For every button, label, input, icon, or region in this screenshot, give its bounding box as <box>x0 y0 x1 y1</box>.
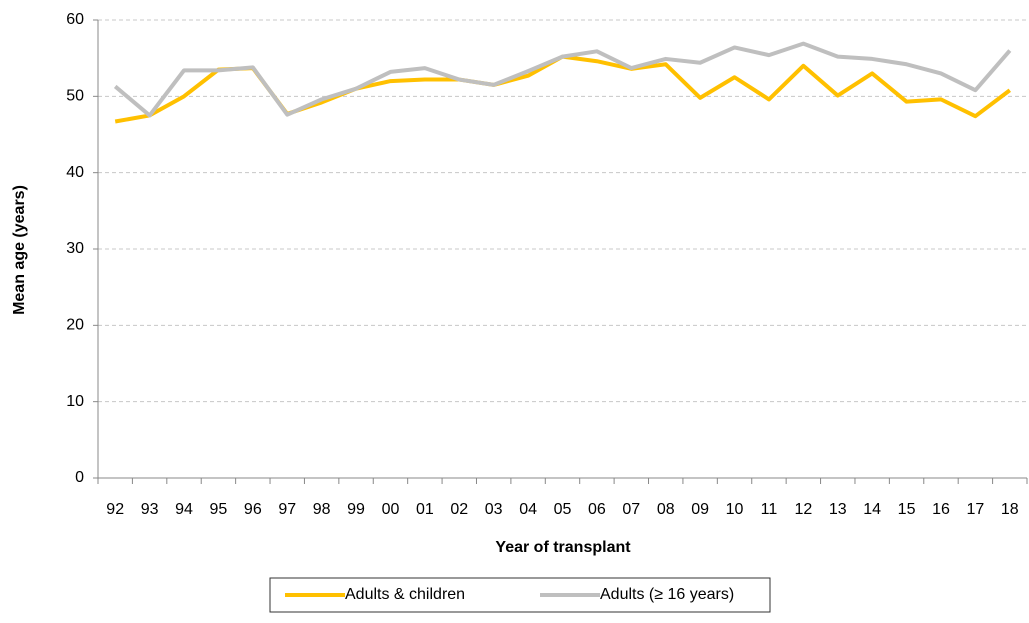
x-tick-label: 98 <box>313 501 331 518</box>
x-tick-label: 92 <box>106 501 124 518</box>
y-axis-title: Mean age (years) <box>11 185 28 315</box>
x-tick-label: 96 <box>244 501 262 518</box>
x-tick-label: 97 <box>278 501 296 518</box>
x-tick-label: 15 <box>898 501 916 518</box>
y-tick-label: 50 <box>66 88 84 105</box>
x-tick-label: 07 <box>622 501 640 518</box>
x-tick-label: 03 <box>485 501 503 518</box>
y-tick-label: 60 <box>66 11 84 28</box>
legend-box <box>269 577 771 613</box>
x-tick-label: 02 <box>450 501 468 518</box>
x-tick-label: 06 <box>588 501 606 518</box>
y-tick-label: 40 <box>66 164 84 181</box>
x-tick-label: 11 <box>761 501 778 518</box>
x-tick-label: 04 <box>519 501 537 518</box>
x-tick-label: 12 <box>794 501 812 518</box>
x-tick-label: 95 <box>210 501 228 518</box>
series-line <box>113 41 1012 118</box>
y-tick-label: 10 <box>66 393 84 410</box>
x-tick-label: 00 <box>382 501 400 518</box>
x-tick-label: 14 <box>863 501 881 518</box>
x-tick-label: 10 <box>726 501 744 518</box>
x-tick-label: 09 <box>691 501 709 518</box>
legend-label: Adults (≥ 16 years) <box>600 586 734 603</box>
legend-label: Adults & children <box>345 586 465 603</box>
x-tick-label: 94 <box>175 501 193 518</box>
x-tick-label: 01 <box>416 501 434 518</box>
y-tick-label: 0 <box>75 469 84 486</box>
x-tick-label: 08 <box>657 501 675 518</box>
x-tick-label: 16 <box>932 501 950 518</box>
x-tick-label: 13 <box>829 501 847 518</box>
x-tick-label: 93 <box>141 501 159 518</box>
y-tick-label: 30 <box>66 240 84 257</box>
y-tick-label: 20 <box>66 317 84 334</box>
x-axis-title: Year of transplant <box>495 539 631 556</box>
x-tick-label: 05 <box>554 501 572 518</box>
x-tick-label: 99 <box>347 501 365 518</box>
x-tick-label: 18 <box>1001 501 1019 518</box>
x-tick-label: 17 <box>966 501 984 518</box>
